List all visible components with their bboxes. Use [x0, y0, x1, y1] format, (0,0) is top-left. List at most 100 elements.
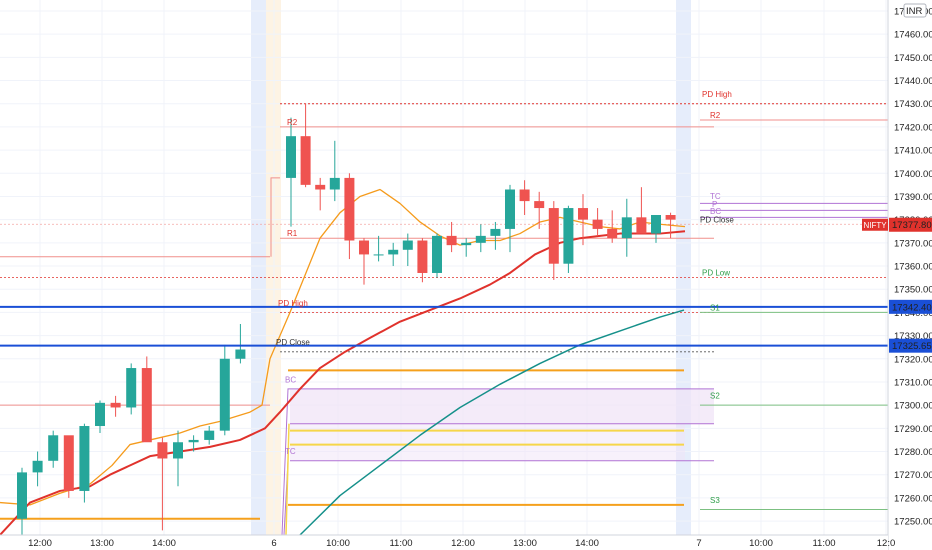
- candle[interactable]: [79, 423, 90, 503]
- price-tick-label: 17300.00: [894, 401, 932, 412]
- price-tick-label: 17460.00: [894, 30, 932, 41]
- price-tick-label: 17400.00: [894, 169, 932, 180]
- candle-body: [621, 217, 632, 239]
- candle[interactable]: [651, 215, 661, 243]
- candle[interactable]: [417, 238, 428, 283]
- candle[interactable]: [235, 323, 246, 364]
- candle[interactable]: [578, 194, 588, 246]
- candle-body: [373, 254, 384, 256]
- pd-low-label: PD Low: [702, 269, 730, 278]
- candle[interactable]: [490, 221, 501, 250]
- candle[interactable]: [157, 437, 168, 531]
- candle[interactable]: [607, 210, 618, 243]
- time-tick-label: 14:00: [575, 538, 599, 549]
- price-tick-label: 17410.00: [894, 146, 932, 157]
- last-price-tag[interactable]: 17377.80: [889, 217, 932, 232]
- candle-body: [286, 136, 296, 178]
- candle-body: [388, 249, 399, 255]
- candle-body: [475, 235, 486, 243]
- candle-body: [359, 240, 369, 255]
- currency-badge[interactable]: INR: [903, 3, 927, 18]
- s3-label: S3: [710, 496, 720, 505]
- candle-body: [534, 201, 545, 209]
- time-tick-label: 14:00: [152, 538, 176, 549]
- candle[interactable]: [446, 221, 457, 253]
- price-tick-label: 17350.00: [894, 285, 932, 296]
- price-tick-label: 17330.00: [894, 331, 932, 342]
- symbol-tag[interactable]: NIFTY: [862, 218, 888, 231]
- pd-close-label: PD Close: [700, 215, 734, 224]
- r2-label: R2: [710, 111, 721, 120]
- candle[interactable]: [519, 180, 530, 216]
- candle[interactable]: [461, 238, 472, 257]
- candle[interactable]: [300, 103, 311, 188]
- candle[interactable]: [329, 140, 340, 202]
- price-tick-label: 17370.00: [894, 238, 932, 249]
- candle[interactable]: [592, 208, 603, 236]
- candle[interactable]: [563, 205, 574, 273]
- price-tick-label: 17450.00: [894, 53, 932, 64]
- price-tick-label: 17270.00: [894, 470, 932, 481]
- r1-label: R1: [287, 229, 298, 238]
- marker-price-tag[interactable]: 17342.40: [889, 299, 932, 314]
- candle[interactable]: [621, 198, 632, 257]
- price-tick-label: 17390.00: [894, 192, 932, 203]
- symbol-label: NIFTY: [863, 221, 887, 230]
- candle-body: [432, 235, 442, 273]
- candle[interactable]: [534, 191, 545, 229]
- time-axis: [0, 535, 888, 550]
- candle[interactable]: [344, 173, 355, 260]
- candle-body: [95, 402, 105, 427]
- price-tick-label: 17420.00: [894, 122, 932, 133]
- candle-body: [188, 439, 199, 443]
- candle[interactable]: [173, 430, 183, 487]
- candle[interactable]: [219, 344, 230, 436]
- candle[interactable]: [110, 395, 121, 417]
- candle[interactable]: [636, 187, 647, 234]
- candle[interactable]: [48, 430, 59, 468]
- marker-price-tag[interactable]: 17325.65: [889, 338, 932, 353]
- last-price-label: 17377.80: [892, 220, 932, 231]
- candle[interactable]: [505, 184, 515, 253]
- pd-high-label: PD High: [702, 90, 732, 99]
- candle[interactable]: [32, 451, 43, 487]
- currency-box: [903, 3, 927, 18]
- candle[interactable]: [475, 224, 486, 253]
- tc-label: TC: [710, 192, 721, 201]
- marker-price-bg: [889, 338, 932, 353]
- candle[interactable]: [665, 212, 676, 239]
- candle-body: [563, 208, 574, 264]
- candle[interactable]: [126, 363, 137, 415]
- candle[interactable]: [188, 435, 199, 452]
- r2-label: R2: [287, 118, 298, 127]
- candle[interactable]: [204, 426, 215, 445]
- connector-line: [270, 177, 280, 257]
- price-tick-label: 17290.00: [894, 424, 932, 435]
- time-tick-label: 12:00: [451, 538, 475, 549]
- candle-body: [548, 208, 559, 264]
- candle[interactable]: [432, 233, 442, 278]
- bc-label: BC: [285, 375, 296, 384]
- candle[interactable]: [17, 467, 27, 538]
- bc-label: BC: [710, 207, 721, 216]
- candle[interactable]: [402, 233, 413, 267]
- candle[interactable]: [548, 201, 559, 280]
- candle[interactable]: [286, 117, 296, 227]
- candle-body: [157, 442, 168, 459]
- candle[interactable]: [141, 356, 152, 443]
- price-tick-label: 17260.00: [894, 493, 932, 504]
- price-tick-label: 17320.00: [894, 354, 932, 365]
- candle[interactable]: [95, 400, 105, 433]
- price-tick-label: 17430.00: [894, 99, 932, 110]
- candle-body: [173, 442, 183, 459]
- candle[interactable]: [388, 242, 399, 267]
- candle[interactable]: [63, 435, 74, 498]
- candle[interactable]: [315, 177, 326, 211]
- time-tick-label: 13:00: [513, 538, 537, 549]
- price-tick-label: 17250.00: [894, 517, 932, 528]
- price-axis: [888, 0, 932, 550]
- candle[interactable]: [373, 235, 384, 262]
- candle[interactable]: [359, 238, 369, 285]
